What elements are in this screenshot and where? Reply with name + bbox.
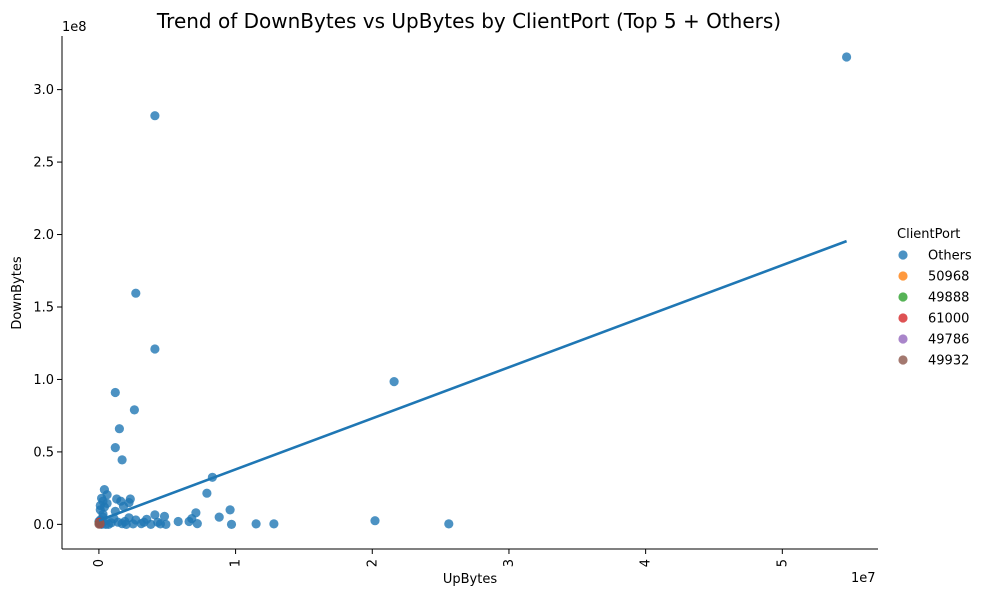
y-offset-label: 1e8 bbox=[62, 20, 87, 35]
data-point bbox=[117, 455, 127, 465]
y-axis-ticks: 0.0 0.5 1.0 1.5 2.0 2.5 3.0 bbox=[33, 83, 62, 533]
legend-marker bbox=[898, 334, 908, 344]
x-tick-label: 3 bbox=[502, 559, 517, 567]
y-tick-label: 1.0 bbox=[33, 373, 54, 388]
data-point bbox=[842, 52, 852, 62]
y-tick-label: 1.5 bbox=[33, 300, 54, 315]
data-point bbox=[444, 519, 454, 529]
legend-entry-label: 49932 bbox=[928, 354, 969, 369]
legend-entry-label: Others bbox=[928, 249, 972, 264]
data-point bbox=[129, 405, 139, 415]
data-point bbox=[155, 519, 165, 529]
legend-marker bbox=[898, 292, 908, 302]
data-point bbox=[146, 519, 156, 530]
data-point bbox=[150, 510, 160, 520]
data-point bbox=[128, 519, 138, 529]
legend-entry-label: 49786 bbox=[928, 333, 969, 348]
x-tick-label: 2 bbox=[365, 559, 380, 567]
x-tick-label: 5 bbox=[775, 559, 790, 567]
data-point bbox=[114, 424, 124, 434]
data-point bbox=[202, 488, 212, 498]
trend-line bbox=[98, 239, 848, 522]
data-point bbox=[159, 511, 170, 521]
legend: ClientPort Others 50968 49888 61000 49786 499… bbox=[897, 227, 972, 369]
data-point bbox=[173, 516, 183, 527]
data-point bbox=[110, 443, 120, 453]
data-point bbox=[110, 387, 120, 398]
data-point bbox=[214, 512, 224, 522]
data-point bbox=[118, 501, 129, 511]
legend-entry-label: 61000 bbox=[928, 312, 969, 327]
data-point bbox=[269, 519, 279, 529]
data-point bbox=[136, 519, 146, 529]
x-tick-label: 1 bbox=[229, 559, 244, 567]
data-point bbox=[184, 516, 194, 527]
plot-area bbox=[94, 52, 852, 530]
x-tick-label: 0 bbox=[92, 559, 107, 567]
legend-marker bbox=[898, 313, 908, 323]
y-tick-label: 2.0 bbox=[33, 228, 54, 243]
y-tick-label: 2.5 bbox=[33, 156, 54, 171]
chart-title: Trend of DownBytes vs UpBytes by ClientP… bbox=[156, 9, 781, 33]
y-tick-label: 0.0 bbox=[33, 518, 54, 533]
y-axis-label: DownBytes bbox=[10, 256, 25, 330]
legend-marker bbox=[898, 271, 908, 281]
data-point bbox=[150, 111, 160, 121]
data-point bbox=[370, 516, 380, 526]
data-point bbox=[251, 519, 261, 529]
legend-entry-label: 49888 bbox=[928, 291, 969, 306]
x-axis-ticks: 0 1 2 3 4 5 bbox=[92, 549, 790, 567]
data-point bbox=[225, 505, 235, 515]
y-tick-label: 0.5 bbox=[33, 445, 54, 460]
data-point bbox=[131, 288, 141, 298]
data-point bbox=[121, 519, 131, 530]
data-point bbox=[95, 518, 105, 528]
legend-marker bbox=[898, 250, 908, 260]
legend-marker bbox=[898, 355, 908, 365]
legend-title: ClientPort bbox=[897, 227, 960, 242]
data-point bbox=[192, 519, 202, 529]
data-point bbox=[150, 344, 160, 354]
x-tick-label: 4 bbox=[639, 559, 654, 567]
data-point bbox=[113, 517, 123, 527]
y-tick-label: 3.0 bbox=[33, 83, 54, 98]
data-point bbox=[226, 519, 237, 530]
data-point bbox=[389, 377, 399, 387]
x-offset-label: 1e7 bbox=[851, 571, 876, 586]
x-axis-label: UpBytes bbox=[443, 572, 497, 587]
legend-entry-label: 50968 bbox=[928, 270, 969, 285]
